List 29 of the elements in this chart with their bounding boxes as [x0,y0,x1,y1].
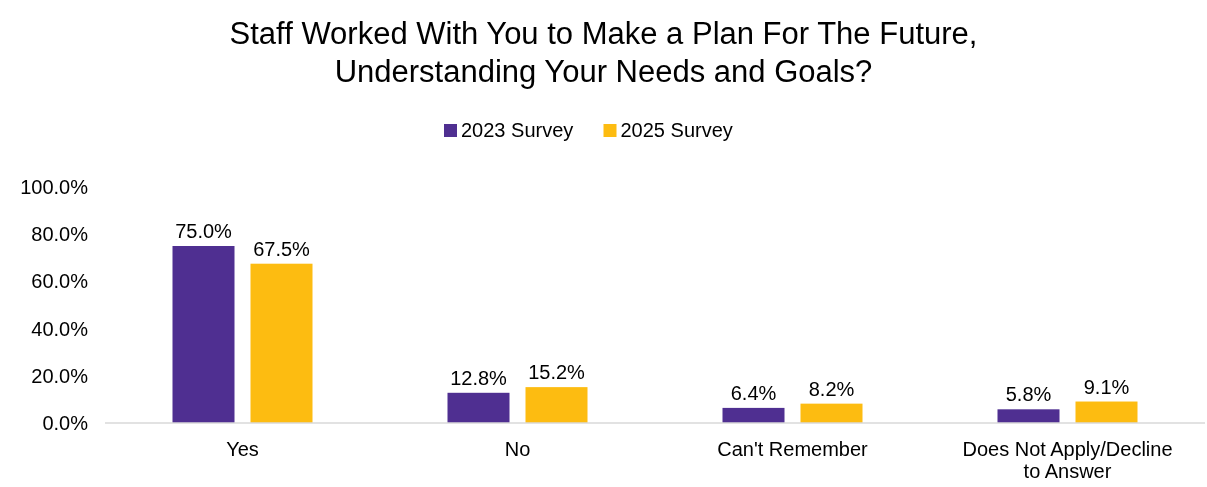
x-tick-label: Yes [226,438,259,460]
y-tick-label: 20.0% [31,364,89,387]
bar [525,387,588,423]
x-tick-label: Can't Remember [717,438,869,460]
bar [172,246,235,423]
legend-label: 2023 Survey [461,119,574,141]
bar [722,407,785,423]
y-tick-label: 100.0% [20,176,89,198]
data-label: 67.5% [253,237,311,260]
data-label: 15.2% [528,361,586,384]
x-tick-label: No [504,438,531,460]
y-tick-label: 40.0% [31,317,89,340]
bar [1075,401,1138,423]
data-label: 75.0% [175,220,233,242]
y-tick-label: 0.0% [42,412,89,434]
bar [800,403,863,423]
x-tick-label: Does Not Apply/Decline to Answer [962,438,1173,482]
legend-label: 2025 Survey [620,119,733,141]
data-label: 5.8% [1005,383,1052,406]
y-tick-label: 80.0% [31,223,89,246]
data-label: 9.1% [1083,375,1130,398]
chart-title: Staff Worked With You to Make a Plan For The Future, Understanding Your Needs and Goals? [229,16,978,89]
bar [447,392,510,423]
data-label: 12.8% [450,366,508,389]
y-tick-label: 60.0% [31,270,89,293]
bar [250,263,313,423]
data-label: 6.4% [730,381,777,404]
bar [997,409,1060,423]
data-label: 8.2% [808,377,855,400]
